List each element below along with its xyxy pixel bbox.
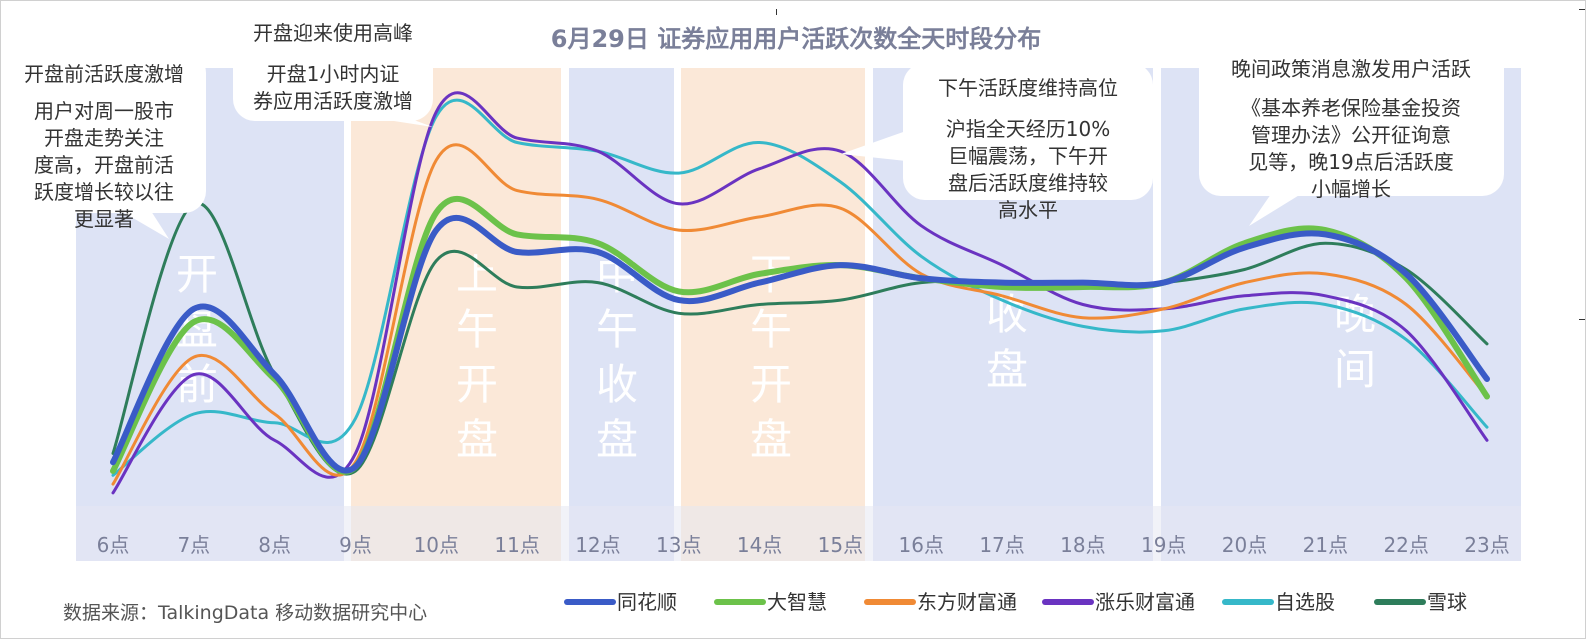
series-line-2 [111, 143, 1489, 486]
series-line-0 [110, 214, 1490, 474]
annotation-line: 度高，开盘前活 [34, 153, 174, 177]
corner-tick [1579, 9, 1585, 10]
chart-title: 6月29日 证券应用用户活跃次数全天时段分布 [551, 25, 1041, 53]
annotation-line: 开盘1小时内证 [267, 62, 400, 86]
band-label-char: 上 [456, 250, 498, 299]
annotation-line: 《基本养老保险基金投资 [1241, 96, 1461, 120]
legend-item-1: 大智慧 [714, 590, 827, 614]
x-tick-label: 16点 [899, 533, 944, 557]
annotation-line: 盘后活跃度维持较 [948, 171, 1108, 195]
x-tick-label: 19点 [1141, 533, 1186, 557]
annotation-line: 沪指全天经历10% [946, 117, 1110, 141]
annotation-bubbles: 开盘前活跃度激增用户对周一股市开盘走势关注度高，开盘前活跃度增长较以往更显著开盘… [6, 11, 1504, 239]
x-tick-label: 15点 [818, 533, 863, 557]
annotation-line: 用户对周一股市 [34, 99, 174, 123]
band-label-char: 盘 [986, 345, 1028, 394]
legend-item-4: 自选股 [1222, 590, 1335, 614]
series-line-3 [111, 91, 1489, 495]
x-tick-label: 21点 [1303, 533, 1348, 557]
bubble-body [903, 63, 1153, 200]
annotation-title: 开盘前活跃度激增 [24, 62, 184, 86]
legend-item-3: 涨乐财富通 [1042, 590, 1195, 614]
annotation-line: 见等，晚19点后活跃度 [1248, 150, 1453, 174]
bubble-tail [1249, 194, 1301, 226]
x-tick-label: 14点 [737, 533, 782, 557]
x-axis-strip [76, 506, 1521, 561]
bubble-body [233, 11, 433, 121]
top-tick [776, 9, 777, 15]
annotation-line: 券应用活跃度激增 [253, 89, 413, 113]
band-label-char: 盘 [750, 415, 792, 464]
legend-item-2: 东方财富通 [864, 590, 1017, 614]
band-label-char: 午 [750, 305, 792, 354]
legend-label: 自选股 [1275, 590, 1335, 614]
x-tick-label: 13点 [656, 533, 701, 557]
annotation-line: 开盘走势关注 [44, 126, 164, 150]
legend-item-5: 雪球 [1374, 590, 1467, 614]
x-tick-label: 11点 [494, 533, 539, 557]
x-axis: 6点 7点 8点 9点 10点 11点 12点 13点 14点 15点 16点 17点 18点 19点 20… [76, 506, 1521, 561]
annotation-title: 开盘迎来使用高峰 [253, 21, 413, 45]
x-tick-label: 12点 [575, 533, 620, 557]
annotation-line: 管理办法》公开征询意 [1251, 123, 1451, 147]
legend-item-0: 同花顺 [564, 590, 677, 614]
source-note: 数据来源：TalkingData 移动数据研究中心 [63, 602, 427, 624]
x-tick-label: 18点 [1060, 533, 1105, 557]
annotation-line: 巨幅震荡，下午开 [948, 144, 1108, 168]
legend-label: 东方财富通 [917, 590, 1017, 614]
bubble-tail [841, 131, 906, 161]
band-label-char: 午 [456, 305, 498, 354]
legend-label: 同花顺 [617, 590, 677, 614]
bubble-tail [121, 211, 169, 239]
legend-label: 雪球 [1427, 590, 1467, 614]
edge-tick [1579, 319, 1585, 320]
x-tick-label: 23点 [1464, 533, 1509, 557]
bubble-body [1199, 41, 1504, 196]
band-label-char: 盘 [456, 415, 498, 464]
annotation-line: 更显著 [74, 207, 134, 231]
x-tick-label: 10点 [414, 533, 459, 557]
annotation-line: 跃度增长较以往 [34, 180, 174, 204]
x-tick-label: 6点 [97, 533, 130, 557]
band-label-char: 开 [456, 360, 498, 409]
x-tick-label: 8点 [258, 533, 291, 557]
bubble-body [6, 51, 206, 213]
legend-label: 涨乐财富通 [1095, 590, 1195, 614]
band-label-char: 开 [176, 250, 218, 299]
legend-label: 大智慧 [767, 590, 827, 614]
annotation-title: 晚间政策消息激发用户活跃 [1231, 57, 1471, 81]
x-tick-label: 7点 [177, 533, 210, 557]
band-label-char: 午 [596, 305, 638, 354]
annotation-bubble-3: 晚间政策消息激发用户活跃《基本养老保险基金投资管理办法》公开征询意见等，晚19点… [1199, 41, 1504, 226]
annotation-title: 下午活跃度维持高位 [938, 76, 1118, 100]
x-tick-label: 17点 [979, 533, 1024, 557]
band-label-char: 间 [1334, 345, 1376, 394]
band-label-char: 前 [176, 360, 218, 409]
annotation-line: 小幅增长 [1311, 177, 1391, 201]
x-tick-label: 20点 [1222, 533, 1267, 557]
x-tick-label: 22点 [1383, 533, 1428, 557]
bubble-tail [381, 119, 433, 127]
band-label-char: 收 [596, 360, 638, 409]
x-tick-label: 9点 [339, 533, 372, 557]
series-line-4 [111, 98, 1489, 477]
annotation-line: 高水平 [998, 198, 1058, 222]
band-label-char: 晚 [1334, 290, 1376, 339]
legend: 同花顺 大智慧 东方财富通 涨乐财富通 自选股 雪球 [564, 590, 1467, 614]
band-label-char: 开 [750, 360, 792, 409]
series-lines [110, 91, 1490, 495]
band-label-char: 盘 [596, 415, 638, 464]
